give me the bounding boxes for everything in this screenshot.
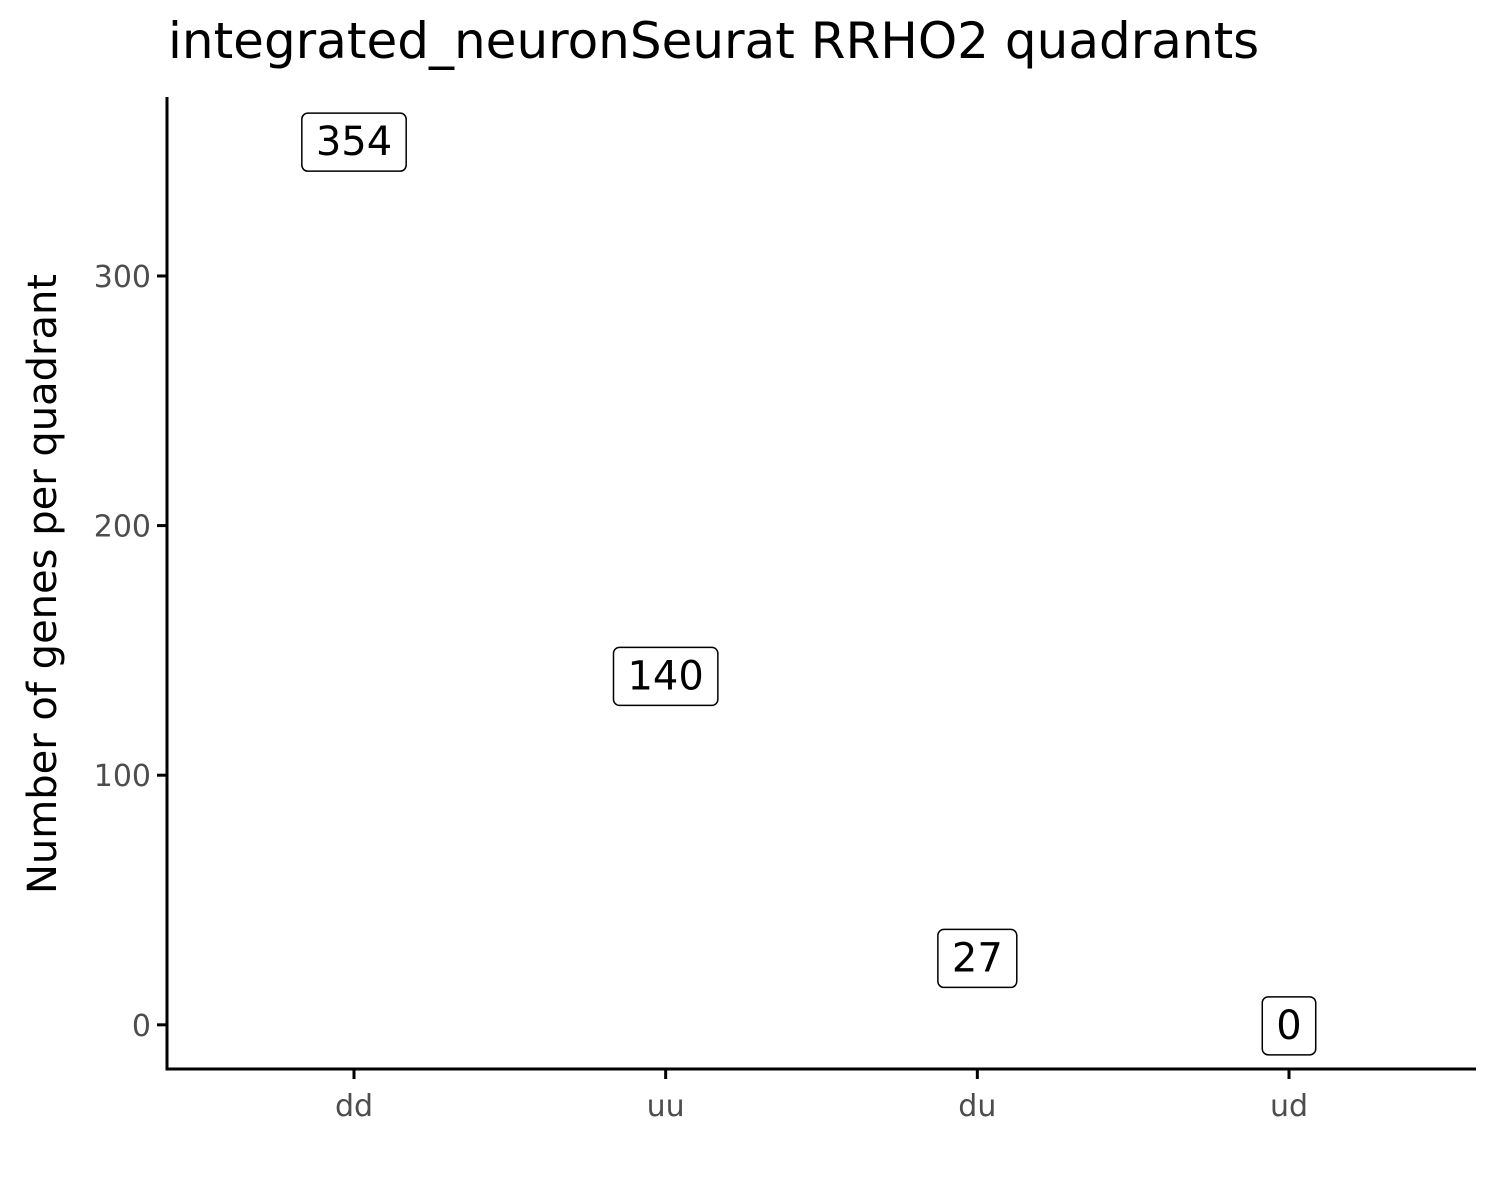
y-tick-label: 200	[94, 510, 151, 545]
data-label-box	[301, 112, 407, 172]
data-label-box	[612, 646, 719, 707]
data-label-text: 27	[952, 935, 1003, 981]
data-label-ud: 0	[1261, 996, 1317, 1056]
data-label-text: 354	[316, 119, 392, 165]
x-tick-label-dd: dd	[335, 1089, 373, 1124]
y-tick-label: 0	[132, 1009, 151, 1044]
x-tick-label-uu: uu	[647, 1089, 685, 1124]
chart-title: integrated_neuronSeurat RRHO2 quadrants	[168, 12, 1260, 70]
data-labels: 354 140 27 0	[301, 112, 1317, 1056]
data-label-dd: 354	[301, 112, 407, 172]
y-axis: 0 100 200 300	[94, 97, 169, 1071]
y-tick-label: 100	[94, 759, 151, 794]
data-label-box	[1261, 996, 1317, 1056]
data-label-du: 27	[937, 928, 1018, 989]
data-label-text: 140	[627, 653, 703, 699]
data-label-box	[937, 928, 1018, 989]
data-label-text: 0	[1276, 1003, 1301, 1049]
x-tick-label-du: du	[958, 1089, 996, 1124]
y-tick-label: 300	[94, 260, 151, 295]
x-tick-label-ud: ud	[1270, 1089, 1308, 1124]
y-axis-title: Number of genes per quadrant	[20, 274, 66, 894]
data-label-uu: 140	[612, 646, 719, 707]
x-axis: dd uu du ud	[165, 1067, 1476, 1124]
